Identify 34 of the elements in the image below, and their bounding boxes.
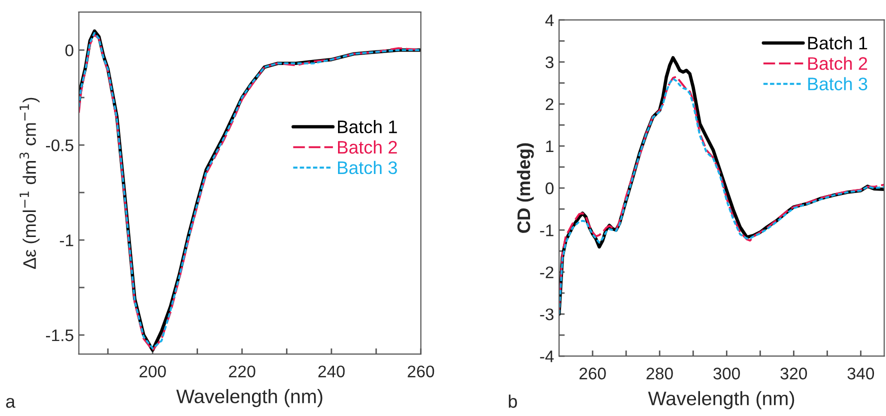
x-axis-title: Wavelength (nm) — [648, 391, 794, 410]
legend-label: Batch 3 — [338, 160, 397, 174]
text: b — [508, 394, 517, 408]
y-tick-label: -2 — [540, 266, 554, 278]
legend-label: Batch 1 — [338, 120, 397, 134]
x-tick-label: 320 — [780, 368, 807, 380]
legend-label: Batch 2 — [338, 140, 397, 154]
y-tick-label: -1.5 — [46, 330, 74, 342]
y-tick-label: 4 — [545, 14, 554, 26]
y-tick-label: 0 — [546, 182, 554, 194]
x-tick-label: 220 — [228, 366, 256, 378]
y-tick-label: -1 — [540, 224, 554, 236]
x-tick-label: 280 — [646, 368, 673, 380]
y-tick-label: 3 — [546, 56, 554, 68]
y-tick-label: 2 — [546, 98, 554, 110]
y-tick-label: -1 — [60, 234, 74, 246]
x-tick-label: 340 — [847, 368, 874, 380]
x-tick-label: 200 — [140, 366, 166, 378]
x-axis-title: Wavelength (nm) — [176, 388, 322, 408]
y-tick-label: -0.5 — [46, 139, 74, 152]
y-axis-title: CD (mdeg) — [516, 143, 534, 233]
y-axis-title: Δε (mol$^{−1}$ dm$^{3}$ cm$^{−1}$) — [20, 98, 40, 269]
x-tick-label: 260 — [408, 366, 434, 378]
y-tick-label: -3 — [540, 308, 554, 320]
legend-label: Batch 3 — [808, 77, 868, 90]
x-tick-label: 300 — [713, 368, 740, 380]
text: a — [6, 398, 16, 408]
y-tick-label: -4 — [540, 350, 554, 362]
x-tick-label: 260 — [580, 368, 606, 380]
y-tick-label: 0 — [65, 44, 74, 56]
legend-label: Batch 1 — [808, 36, 868, 50]
legend-label: Batch 2 — [808, 56, 868, 70]
y-tick-label: 1 — [546, 140, 554, 152]
x-tick-label: 240 — [318, 366, 345, 378]
